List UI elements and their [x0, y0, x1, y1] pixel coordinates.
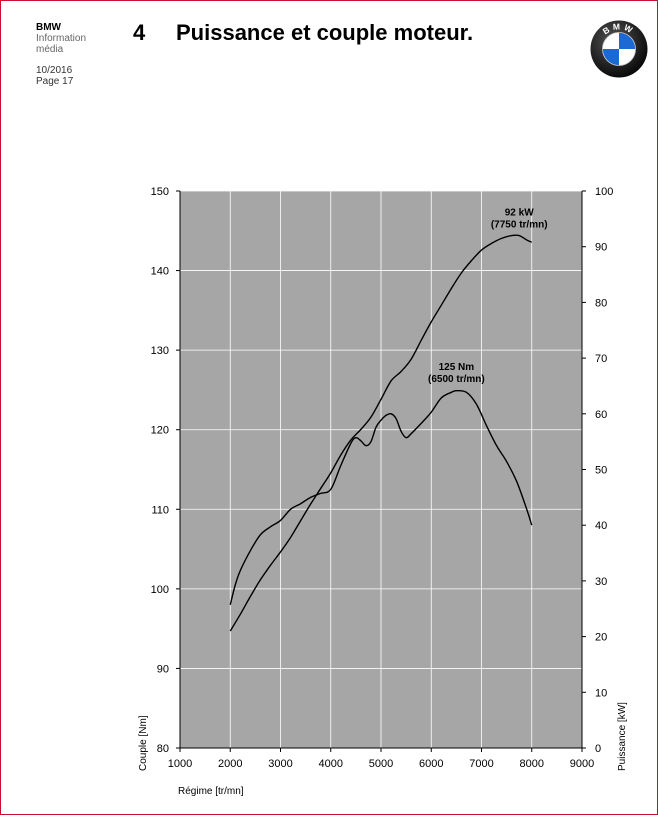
x-tick-label: 5000: [369, 758, 393, 770]
x-tick-label: 7000: [469, 758, 493, 770]
series-line-torque: [229, 389, 533, 605]
y-tick-label-right: 0: [595, 743, 601, 755]
y-axis-label-left: Couple [Nm]: [138, 715, 149, 771]
brand-name: BMW: [36, 22, 61, 33]
brand-line-media: média: [36, 44, 64, 55]
series-line-power: [229, 234, 533, 632]
doc-meta: 10/2016 Page 17: [36, 65, 73, 87]
x-tick-label: 1000: [168, 758, 192, 770]
brand-line-information: Information: [36, 33, 87, 44]
chapter-number: 4: [133, 20, 146, 45]
annotation-1-rpm: (6500 tr/mn): [428, 374, 485, 385]
svg-text:BMW: BMW: [601, 21, 637, 36]
y-tick-label-left: 140: [151, 266, 169, 278]
x-tick-label: 9000: [570, 758, 594, 770]
y-tick-label-right: 80: [595, 297, 607, 309]
x-tick-label: 3000: [268, 758, 292, 770]
brand-block: BMW Information média: [36, 22, 86, 55]
y-tick-label-left: 90: [157, 663, 169, 675]
bmw-roundel-icon: BMW: [590, 20, 648, 78]
y-tick-label-left: 80: [157, 743, 169, 755]
x-tick-label: 6000: [419, 758, 443, 770]
y-tick-label-right: 40: [595, 520, 607, 532]
tick-labels: 1000 2000 3000 4000 5000 6000 7000 8000 90008090…: [151, 186, 614, 770]
y-tick-label-right: 20: [595, 632, 607, 644]
y-tick-label-right: 60: [595, 409, 607, 421]
y-tick-label-right: 70: [595, 353, 607, 365]
x-axis-label: Régime [tr/mn]: [178, 786, 244, 797]
x-tick-label: 8000: [520, 758, 544, 770]
y-tick-label-left: 110: [151, 504, 169, 516]
x-tick-label: 4000: [319, 758, 343, 770]
y-tick-label-left: 150: [151, 186, 169, 198]
y-tick-label-right: 50: [595, 465, 607, 477]
y-tick-label-right: 90: [595, 242, 607, 254]
roundel-letters: BMW: [601, 21, 634, 36]
y-tick-label-right: 100: [595, 186, 613, 198]
y-tick-label-left: 120: [151, 425, 169, 437]
y-tick-label-right: 10: [595, 687, 607, 699]
annotation-0-rpm: (7750 tr/mn): [491, 220, 548, 231]
x-tick-label: 2000: [218, 758, 242, 770]
page-title: Puissance et couple moteur.: [176, 20, 474, 45]
series-group: [229, 234, 533, 632]
y-tick-label-left: 130: [151, 345, 169, 357]
doc-date: 10/2016: [36, 65, 73, 76]
annotation-1-value: 125 Nm: [439, 362, 475, 373]
y-axis-label-right: Puissance [kW]: [617, 702, 628, 771]
y-tick-label-right: 30: [595, 576, 607, 588]
annotations-group: 92 kW(7750 tr/mn) 125 Nm(6500 tr/mn): [428, 208, 548, 385]
page-number: Page 17: [36, 76, 74, 87]
y-tick-label-left: 100: [151, 584, 169, 596]
annotation-0-value: 92 kW: [505, 208, 534, 219]
